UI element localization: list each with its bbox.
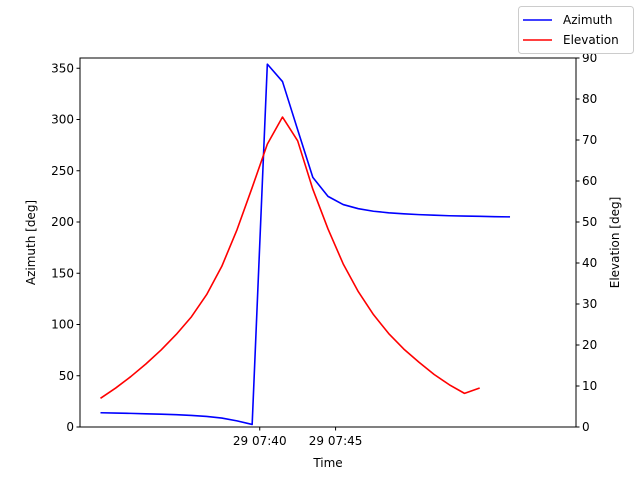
left-tick-label: 200 [51,215,74,229]
right-tick-label: 10 [582,379,597,393]
right-tick-label: 70 [582,133,597,147]
left-axis-label: Azimuth [deg] [24,200,38,285]
right-axis-label: Elevation [deg] [608,197,622,289]
left-tick-label: 50 [59,369,74,383]
plot-lines [100,63,511,426]
plot-area-frame [79,57,577,428]
left-axis: 0 50 100 150 200 250 300 350 [51,61,80,434]
right-axis: 0 10 20 30 40 50 60 70 80 90 [576,51,597,434]
right-tick-label: 20 [582,338,597,352]
left-tick-label: 150 [51,266,74,280]
right-tick-label: 30 [582,297,597,311]
right-tick-label: 90 [582,51,597,65]
right-tick-label: 60 [582,174,597,188]
x-tick-label: 29 07:40 [233,434,287,448]
x-tick-label: 29 07:45 [309,434,363,448]
right-tick-label: 80 [582,92,597,106]
series-line-azimuth [100,63,511,426]
legend-box [518,6,634,54]
left-tick-label: 300 [51,113,74,127]
right-tick-label: 50 [582,215,597,229]
x-axis-label: Time [312,456,342,470]
right-tick-label: 0 [582,420,590,434]
left-tick-label: 100 [51,318,74,332]
legend: Azimuth Elevation [518,6,634,54]
right-tick-label: 40 [582,256,597,270]
legend-label-elevation: Elevation [563,33,619,47]
left-tick-label: 0 [66,420,74,434]
x-axis: 29 07:40 29 07:45 [233,427,363,448]
legend-label-azimuth: Azimuth [563,13,612,27]
series-line-elevation [100,116,480,399]
left-tick-label: 250 [51,164,74,178]
left-tick-label: 350 [51,61,74,75]
